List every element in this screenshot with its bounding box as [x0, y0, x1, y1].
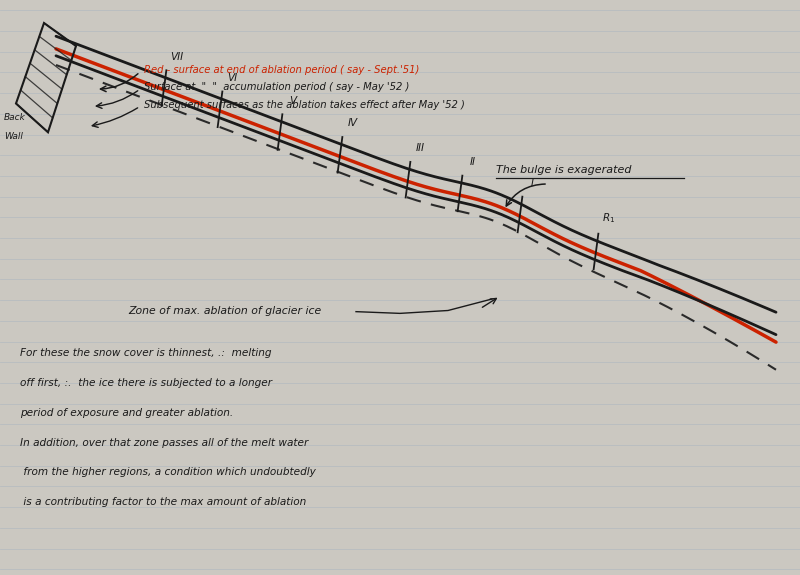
Text: Wall: Wall [4, 132, 23, 141]
Text: VI: VI [227, 73, 238, 83]
Text: The bulge is exagerated: The bulge is exagerated [496, 166, 631, 175]
Text: Zone of max. ablation of glacier ice: Zone of max. ablation of glacier ice [128, 305, 322, 316]
Text: II: II [470, 157, 475, 167]
Text: Back: Back [4, 113, 26, 122]
Text: VII: VII [170, 52, 183, 62]
Text: IV: IV [347, 118, 358, 128]
Text: I: I [531, 178, 534, 188]
Text: III: III [416, 143, 425, 153]
Text: from the higher regions, a condition which undoubtedly: from the higher regions, a condition whi… [20, 467, 316, 477]
Text: Subsequent surfaces as the ablation takes effect after May '52 ): Subsequent surfaces as the ablation take… [144, 99, 465, 110]
Text: is a contributing factor to the max amount of ablation: is a contributing factor to the max amou… [20, 497, 306, 507]
Text: For these the snow cover is thinnest, .:  melting: For these the snow cover is thinnest, .:… [20, 348, 271, 358]
Text: Red - surface at end of ablation period ( say - Sept.'51): Red - surface at end of ablation period … [144, 65, 419, 75]
Text: period of exposure and greater ablation.: period of exposure and greater ablation. [20, 408, 234, 417]
Text: $R_1$: $R_1$ [602, 211, 615, 225]
Text: Surface at  "  "  accumulation period ( say - May '52 ): Surface at " " accumulation period ( say… [144, 82, 410, 93]
Text: V: V [289, 95, 296, 106]
Text: off first, :.  the ice there is subjected to a longer: off first, :. the ice there is subjected… [20, 378, 272, 388]
Text: In addition, over that zone passes all of the melt water: In addition, over that zone passes all o… [20, 438, 308, 447]
